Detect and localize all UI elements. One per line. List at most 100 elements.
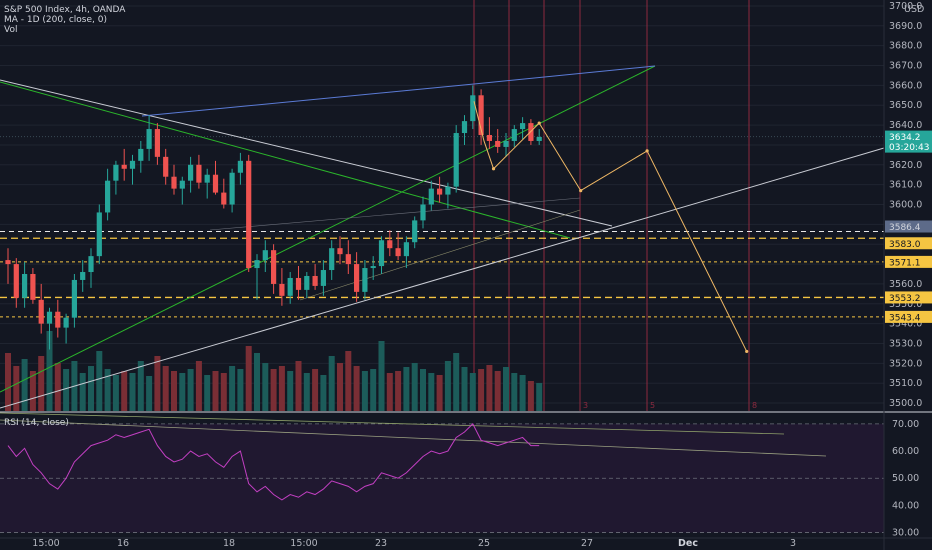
- volume-bar: [370, 369, 377, 411]
- candle-body: [179, 180, 185, 189]
- projection-point[interactable]: [491, 167, 496, 171]
- volume-bar: [287, 371, 294, 411]
- vertical-marker-label: 5: [650, 401, 655, 410]
- price-tick-label: 3520.0: [889, 358, 922, 369]
- volume-bar: [312, 369, 319, 411]
- candle-body: [345, 254, 351, 265]
- candle-body: [437, 188, 443, 195]
- candle-body: [221, 192, 227, 205]
- price-tick-label: 3640.0: [889, 120, 922, 131]
- trend-line[interactable]: [0, 419, 827, 457]
- trend-line[interactable]: [0, 79, 613, 227]
- candle-body: [470, 95, 476, 122]
- volume-bar: [345, 351, 352, 411]
- rsi-lines: [7, 423, 540, 501]
- price-tick-label: 3600.0: [889, 200, 922, 211]
- trendlines[interactable]: [0, 65, 885, 457]
- projection-point[interactable]: [537, 121, 541, 125]
- price-tag-bg: [885, 310, 932, 323]
- trend-line[interactable]: [0, 65, 656, 393]
- candle-body: [171, 176, 177, 189]
- legend-rsi: RSI (14, close): [4, 418, 69, 428]
- volume-bar: [38, 356, 45, 411]
- trend-line[interactable]: [473, 65, 656, 85]
- volume-bar: [88, 366, 94, 411]
- projection-path[interactable]: [473, 101, 749, 354]
- rsi-line: [7, 423, 540, 501]
- volume-bar: [320, 375, 327, 411]
- volume-bar: [353, 366, 360, 411]
- volume-bar: [79, 373, 86, 411]
- volume-bar: [469, 373, 476, 411]
- rsi-tick-label: 50.00: [892, 473, 919, 484]
- rsi-tick-label: 60.00: [892, 446, 919, 457]
- rsi-tick-label: 40.00: [892, 500, 919, 511]
- trend-line[interactable]: [0, 412, 785, 435]
- candle-body: [163, 156, 169, 177]
- candle-body: [536, 137, 542, 141]
- candle-body: [5, 260, 11, 265]
- candle-body: [30, 274, 36, 300]
- volume-bar: [254, 353, 260, 411]
- volume-bar: [303, 373, 310, 411]
- vertical-markers: 3 5 8: [473, 0, 757, 411]
- price-tag-bg: [885, 291, 932, 304]
- trend-line[interactable]: [209, 197, 581, 231]
- candle-body: [486, 135, 492, 141]
- trend-line[interactable]: [299, 209, 581, 301]
- candle-body: [370, 266, 376, 269]
- candle-body: [304, 275, 310, 290]
- legend-ma: MA - 1D (200, close, 0): [4, 15, 107, 25]
- time-tick-label: 3: [790, 538, 796, 549]
- candle-body: [295, 277, 302, 290]
- volume-bar: [395, 371, 402, 411]
- volume-bar: [295, 361, 302, 411]
- time-tick-label: Dec: [678, 538, 698, 549]
- candle-body: [63, 317, 69, 328]
- volume-bar: [54, 363, 61, 411]
- candle-body: [113, 164, 119, 181]
- candle-body: [22, 274, 28, 298]
- rsi-tick-label: 30.00: [892, 528, 919, 539]
- candles: [5, 85, 542, 350]
- volume-bar: [278, 366, 285, 411]
- price-tick-label: 3670.0: [889, 61, 922, 72]
- price-tags: 3634.203:20:433586.43583.03571.13553.235…: [885, 130, 932, 323]
- candle-body: [478, 95, 484, 136]
- projection-point[interactable]: [745, 349, 749, 354]
- candle-body: [320, 270, 326, 286]
- projection-point[interactable]: [645, 149, 649, 153]
- candle-body: [420, 204, 426, 221]
- price-tag-label: 3586.4: [889, 223, 921, 233]
- trend-line[interactable]: [0, 147, 885, 409]
- volume-bar: [179, 373, 186, 411]
- trend-line[interactable]: [141, 83, 475, 117]
- volume-bar: [262, 363, 269, 411]
- time-tick-label: 27: [581, 538, 593, 549]
- candle-body: [254, 260, 260, 269]
- price-tick-label: 3660.0: [889, 80, 922, 91]
- candle-body: [38, 299, 44, 324]
- time-tick-label: 25: [478, 538, 490, 549]
- volume-bar: [378, 341, 385, 411]
- volume-bar: [494, 371, 501, 411]
- volume-bar: [478, 369, 485, 411]
- volume-bar: [220, 373, 227, 411]
- projection-point[interactable]: [579, 189, 583, 193]
- vertical-marker-label: 8: [752, 401, 757, 410]
- candle-body: [495, 140, 501, 147]
- support-levels[interactable]: [0, 231, 884, 318]
- candle-body: [329, 248, 335, 271]
- price-tag-label: 3543.4: [889, 313, 921, 323]
- price-tick-label: 3650.0: [889, 100, 922, 111]
- trend-line[interactable]: [0, 81, 571, 239]
- volume-bar: [328, 356, 335, 411]
- volume-bar: [187, 369, 194, 411]
- volume-bar: [245, 346, 252, 411]
- candle-body: [55, 311, 61, 328]
- candle-body: [105, 180, 111, 213]
- price-tick-label: 3700.0: [889, 1, 922, 12]
- price-tag-label: 3583.0: [889, 240, 921, 250]
- candle-body: [13, 264, 19, 298]
